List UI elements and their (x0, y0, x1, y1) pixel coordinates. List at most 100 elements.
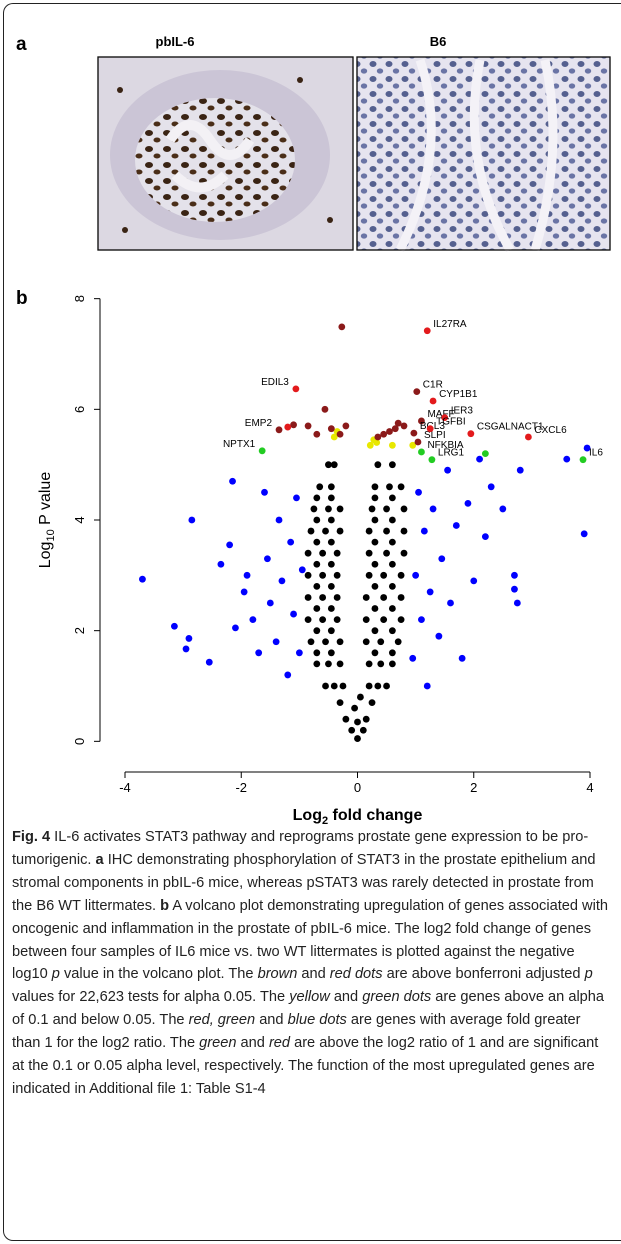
caption-run: A volcano plot demonstrating upregulatio… (12, 897, 613, 983)
data-point (371, 494, 379, 502)
data-point (371, 538, 379, 546)
data-point (410, 429, 418, 437)
data-point (409, 441, 417, 449)
point-label: LRG1 (438, 448, 465, 459)
data-point (278, 577, 286, 585)
data-point (327, 627, 335, 635)
data-point (383, 682, 390, 690)
data-point (374, 461, 382, 469)
data-point (388, 538, 396, 546)
data-point (371, 627, 379, 635)
caption-run: b (160, 897, 170, 914)
data-point (275, 426, 283, 434)
point-label: IL6 (589, 448, 603, 459)
data-point (394, 419, 402, 427)
y-axis-label-part: P value (37, 472, 54, 530)
y-tick-label: 4 (72, 516, 87, 523)
data-point (426, 425, 434, 433)
data-point (426, 588, 434, 596)
x-axis-label-part: Log (293, 807, 322, 824)
data-point (342, 422, 350, 430)
data-point (499, 505, 507, 513)
data-point (336, 430, 344, 438)
caption-run: red (268, 1035, 291, 1052)
data-point (205, 658, 213, 666)
data-point (232, 624, 239, 632)
data-point (171, 622, 178, 630)
data-point (386, 483, 393, 491)
data-point (373, 439, 381, 446)
y-axis-label: Log10 P value (37, 472, 57, 569)
data-point (298, 566, 306, 574)
point-label: TGFBI (436, 417, 465, 428)
data-point (464, 500, 472, 507)
data-point (240, 588, 248, 596)
data-point (388, 649, 396, 657)
data-point (327, 583, 335, 590)
data-point (366, 441, 374, 449)
data-point (383, 527, 390, 535)
data-point (371, 583, 379, 590)
data-point (338, 323, 346, 331)
data-point (333, 549, 341, 557)
data-point (313, 649, 321, 657)
caption-run: green dots (362, 989, 432, 1006)
data-point (182, 645, 190, 653)
data-point (255, 649, 263, 657)
x-axis-label: Log2 fold change (293, 807, 423, 826)
data-point (292, 385, 300, 393)
caption-run: brown (257, 966, 298, 983)
panel-label: b (16, 288, 28, 309)
data-point (284, 671, 292, 679)
x-axis-label-part: fold change (328, 807, 422, 824)
data-point (304, 616, 312, 623)
data-point (333, 594, 341, 601)
data-point (313, 538, 321, 546)
data-point (380, 430, 388, 438)
data-point (327, 649, 335, 657)
data-point (423, 327, 431, 335)
data-point (307, 527, 315, 535)
data-point (264, 555, 271, 563)
data-point (365, 549, 373, 557)
data-point (374, 682, 382, 690)
point-label: NFKBIA (427, 440, 463, 451)
data-point (418, 448, 425, 456)
data-point (316, 483, 324, 491)
data-point (362, 594, 370, 601)
data-point (413, 388, 421, 396)
data-point (511, 585, 518, 593)
caption-run: blue dots (287, 1012, 347, 1029)
point-label: CYP1B1 (439, 389, 478, 400)
data-point (284, 423, 292, 431)
data-point (357, 693, 364, 701)
data-point (327, 516, 335, 524)
point-label: CSGALNACT1 (477, 422, 544, 433)
caption-run: are genes above an alpha of 0.1 and belo… (12, 989, 609, 1029)
caption-run: p (51, 966, 60, 983)
y-tick-label: 0 (72, 738, 87, 745)
data-point (342, 715, 350, 723)
data-point (351, 704, 358, 712)
x-tick-label: -2 (235, 780, 247, 795)
caption-run: and (255, 1012, 288, 1029)
caption-run: red, green (188, 1012, 256, 1029)
data-point (394, 638, 402, 646)
data-point (487, 483, 495, 491)
data-point (188, 516, 196, 524)
data-point (371, 605, 379, 612)
data-point (313, 583, 321, 590)
data-point (397, 483, 405, 491)
caption-run: red dots (329, 966, 383, 983)
data-point (579, 456, 587, 464)
data-point (249, 616, 257, 623)
data-point (229, 477, 236, 485)
caption-run: and (297, 966, 330, 983)
data-point (333, 616, 341, 623)
data-point (243, 571, 251, 579)
data-point (313, 605, 321, 612)
data-point (362, 638, 370, 646)
data-point (322, 527, 329, 535)
y-tick-label: 8 (72, 295, 87, 302)
data-point (388, 583, 396, 590)
